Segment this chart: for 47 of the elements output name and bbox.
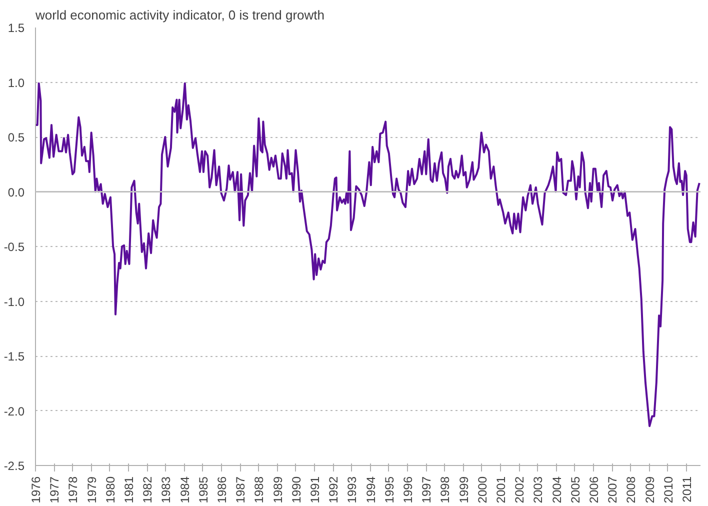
x-tick-label: 2002 <box>512 476 527 504</box>
x-tick-label: 1989 <box>270 476 285 504</box>
x-tick-label: 2004 <box>550 476 564 504</box>
y-tick-label: -2.0 <box>4 404 25 418</box>
x-tick-label: 1993 <box>345 476 360 504</box>
x-tick-label: 1994 <box>364 476 378 504</box>
x-tick-label: 1991 <box>308 476 322 504</box>
y-tick-label: -2.5 <box>4 459 25 473</box>
x-tick-label: 1995 <box>382 476 396 504</box>
y-tick-label: 0.5 <box>8 130 25 144</box>
x-tick-label: 1990 <box>289 476 304 504</box>
y-tick-label: -1.5 <box>4 350 25 364</box>
x-tick-label: 2001 <box>494 476 508 504</box>
x-tick-label: 1988 <box>252 476 266 504</box>
x-tick-label: 1992 <box>326 476 341 504</box>
x-tick-label: 1978 <box>66 476 80 504</box>
x-tick-label: 2009 <box>642 476 657 504</box>
x-tick-label: 1987 <box>234 476 248 504</box>
x-tick-label: 1977 <box>48 476 62 504</box>
y-tick-label: 1.5 <box>8 21 25 35</box>
x-tick-label: 1981 <box>122 476 136 504</box>
x-tick-label: 2008 <box>624 476 638 504</box>
x-tick-label: 1982 <box>140 476 155 504</box>
x-tick-label: 1985 <box>196 476 210 504</box>
x-tick-label: 1996 <box>401 476 416 504</box>
x-tick-label: 1999 <box>456 476 471 504</box>
y-tick-label: -0.5 <box>4 240 25 254</box>
x-tick-label: 2006 <box>587 476 602 504</box>
x-tick-label: 1983 <box>159 476 174 504</box>
line-series <box>36 82 700 428</box>
x-tick-label: 2011 <box>680 476 694 502</box>
y-tick-label: 0.0 <box>8 185 25 200</box>
x-tick-label: 1984 <box>178 476 192 504</box>
chart-title: world economic activity indicator, 0 is trend growth <box>34 8 325 22</box>
x-tick-label: 2005 <box>568 476 582 504</box>
x-tick-label: 1980 <box>103 476 118 504</box>
x-tick-label: 2003 <box>531 476 546 504</box>
x-tick-label: 1998 <box>438 476 452 504</box>
x-tick-label: 2010 <box>661 476 676 504</box>
x-tick-label: 1979 <box>84 476 99 504</box>
x-tick-label: 1976 <box>29 476 43 504</box>
x-tick-label: 2000 <box>475 476 490 504</box>
y-tick-label: 1.0 <box>8 76 25 90</box>
x-tick-label: 1986 <box>215 476 230 504</box>
x-tick-label: 1997 <box>420 476 434 504</box>
x-tick-label: 2007 <box>606 476 620 504</box>
y-tick-label: -1.0 <box>4 294 25 309</box>
